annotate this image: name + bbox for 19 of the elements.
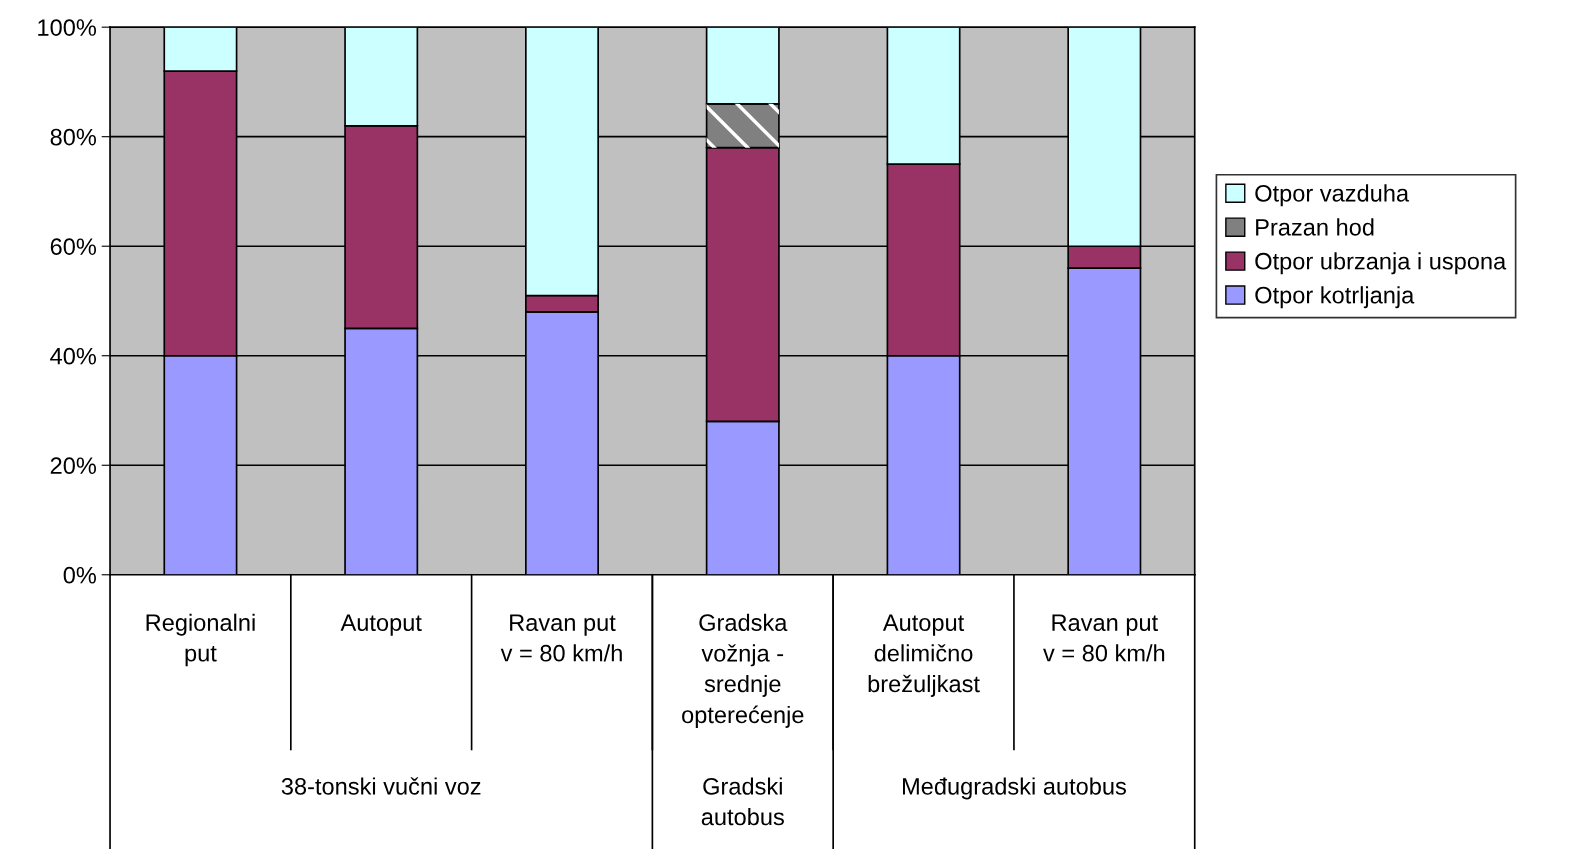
x-tick-label: Autoput — [340, 614, 422, 636]
y-tick-label: 40% — [50, 347, 97, 365]
legend-label: Otpor kotrljanja — [1255, 286, 1415, 309]
y-tick-label: 100% — [38, 19, 97, 36]
y-tick-label: 80% — [50, 128, 97, 146]
x-tick-label: Ravan put v = 80 km/h — [500, 614, 622, 662]
legend-label: Prazan hod — [1256, 218, 1374, 236]
text: 38-tonski vučni voz — [281, 777, 481, 795]
y-tick-label: 20% — [50, 457, 97, 475]
x-tick-label: Autoput delimično brežuljkast — [868, 614, 980, 697]
y-tick-label: 0% — [63, 566, 97, 584]
y-tick-label: 60% — [50, 238, 97, 255]
x-tick-label: Ravan put v = 80 km/h — [1043, 614, 1165, 662]
x-tick-label: Gradska vožnja - srednje opterećenje — [682, 613, 804, 728]
legend-label: Otpor vazduha — [1255, 184, 1410, 207]
text: Međugradski autobus — [903, 777, 1126, 800]
legend-label: Otpor ubrzanja i uspona — [1255, 252, 1507, 275]
x-tick-label: Regionalni put — [146, 613, 255, 667]
text: Gradski autobus — [701, 777, 784, 826]
